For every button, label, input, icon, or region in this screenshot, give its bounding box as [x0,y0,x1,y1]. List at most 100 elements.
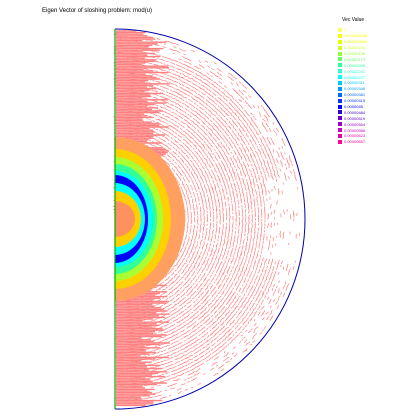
mesh-dash [178,151,181,155]
mesh-dash [179,127,183,131]
mesh-dash [283,182,285,185]
mesh-dash [184,371,188,374]
mesh-dash [192,297,195,300]
mesh-dash [210,318,214,323]
mesh-dash [200,293,203,296]
mesh-dash [115,374,119,377]
mesh-dash [163,396,168,399]
mesh-dash [224,85,227,89]
mesh-dash [243,112,246,117]
mesh-dash [135,92,140,95]
mesh-dash [222,252,226,258]
mesh-dash [182,138,186,141]
mesh-dash [206,323,210,326]
mesh-dash [211,322,216,326]
legend-swatch [338,39,342,44]
mesh-dash [185,120,190,125]
mesh-dash [247,311,250,314]
mesh-dash [213,240,216,244]
mesh-dash [247,130,251,134]
mesh-dash [241,207,244,212]
mesh-dash [153,361,159,365]
mesh-dash [170,314,173,316]
mesh-dash [125,383,130,386]
mesh-dash [188,122,192,126]
mesh-dash [115,397,120,399]
mesh-dash [219,73,223,77]
mesh-dash [173,169,176,172]
mesh-dash [151,133,155,136]
mesh-dash [160,315,163,318]
mesh-dash [162,103,166,106]
mesh-dash [191,323,195,325]
mesh-dash [198,113,202,118]
mesh-dash [261,276,265,281]
mesh-dash [175,347,180,350]
mesh-dash [261,175,264,179]
mesh-dash [213,251,216,256]
legend-swatch [338,122,342,127]
mesh-dash [210,257,213,263]
mesh-dash [177,175,181,179]
legend-label: 0.00000381 [344,92,366,98]
mesh-dash [245,115,247,119]
mesh-dash [254,271,256,274]
mesh-dash [162,300,165,303]
mesh-dash [190,378,195,382]
mesh-dash [181,306,184,310]
mesh-dash [252,334,255,340]
mesh-dash [277,259,280,265]
mesh-dash [120,81,125,83]
mesh-dash [279,168,282,172]
mesh-dash [222,343,225,347]
mesh-dash [135,108,140,111]
mesh-dash [163,317,167,320]
mesh-dash [183,179,186,182]
mesh-dash [247,270,250,275]
legend-entry: 0.00000173 [338,56,408,62]
mesh-dash [172,303,177,308]
mesh-dash [208,85,212,89]
mesh-dash [203,118,208,123]
mesh-dash [161,113,165,116]
mesh-dash [145,87,150,91]
mesh-dash [198,268,201,272]
mesh-dash [208,157,212,163]
mesh-dash [260,231,262,237]
mesh-dash [262,118,266,122]
mesh-dash [244,233,246,237]
mesh-dash [285,176,287,181]
mesh-dash [132,350,138,353]
mesh-dash [217,167,220,173]
mesh-dash [219,69,222,73]
mesh-dash [186,151,190,154]
mesh-dash [140,381,146,384]
mesh-dash [259,182,263,187]
mesh-dash [228,131,232,135]
mesh-dash [191,325,196,330]
mesh-dash [223,115,226,118]
mesh-dash [139,332,145,336]
mesh-dash [124,68,130,71]
mesh-dash [195,107,199,111]
mesh-dash [283,209,285,215]
mesh-dash [239,262,243,266]
mesh-dash [201,305,205,309]
mesh-dash [167,116,171,119]
mesh-dash [245,344,248,347]
mesh-dash [201,165,205,170]
mesh-dash [205,159,209,165]
mesh-dash [114,355,120,358]
mesh-dash [178,262,182,267]
mesh-dash [188,125,192,130]
mesh-dash [263,184,267,189]
mesh-dash [126,399,131,402]
mesh-dash [203,78,207,81]
mesh-dash [228,284,233,290]
mesh-dash [149,312,154,316]
mesh-dash [212,229,215,233]
mesh-dash [228,136,231,140]
mesh-dash [185,356,190,359]
mesh-dash [225,143,228,146]
mesh-dash [157,81,163,85]
